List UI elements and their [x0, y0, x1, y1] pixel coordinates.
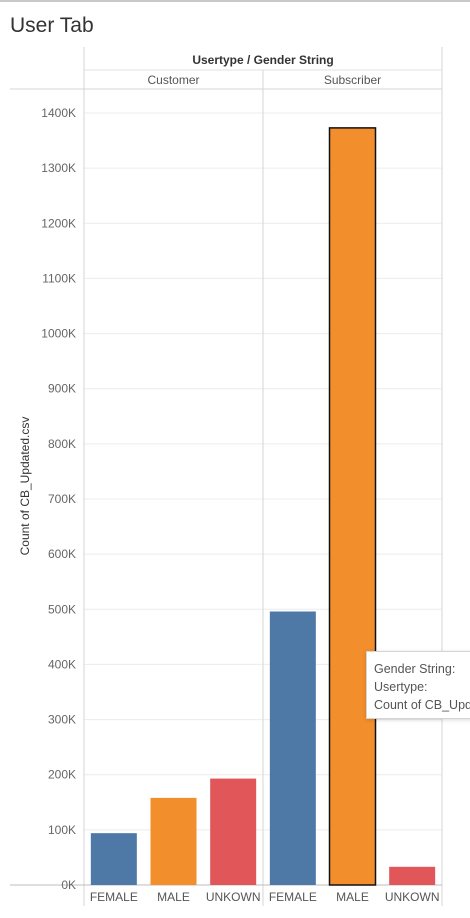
y-tick-label: 800K: [48, 437, 76, 451]
y-tick-label: 100K: [48, 823, 76, 837]
bar-customer-male[interactable]: [150, 797, 197, 885]
bar-subscriber-male[interactable]: [328, 127, 377, 886]
header-title: Usertype / Gender String: [192, 53, 333, 67]
y-tick-label: 500K: [48, 602, 76, 616]
y-tick-label: 400K: [48, 657, 76, 671]
x-tick-label: UNKOWN: [206, 890, 261, 904]
y-tick-label: 700K: [48, 492, 76, 506]
x-tick-label: MALE: [157, 890, 190, 904]
y-tick-label: 1200K: [41, 216, 76, 230]
y-tick-label: 300K: [48, 713, 76, 727]
x-tick-label: FEMALE: [90, 890, 138, 904]
y-tick-label: 1400K: [41, 106, 76, 120]
y-tick-label: 1100K: [42, 271, 76, 285]
tooltip-gender: Gender String:: [374, 662, 456, 676]
pane-header-subscriber: Subscriber: [324, 73, 381, 87]
bar-subscriber-unkown[interactable]: [389, 866, 436, 885]
y-tick-label: 0K: [61, 878, 76, 892]
y-axis-label: Count of CB_Updated.csv: [18, 417, 32, 556]
top-divider: [0, 0, 470, 2]
bar-customer-female[interactable]: [90, 833, 137, 885]
bar-customer-unkown[interactable]: [210, 778, 257, 885]
y-tick-label: 200K: [48, 768, 76, 782]
pane-header-customer: Customer: [147, 73, 199, 87]
tooltip-count: Count of CB_Updated.csv: [374, 698, 470, 712]
bar-subscriber-female[interactable]: [269, 611, 316, 885]
x-tick-label: MALE: [336, 890, 369, 904]
tooltip-usertype: Usertype:: [374, 680, 428, 694]
x-tick-label: FEMALE: [269, 890, 317, 904]
y-tick-label: 1300K: [41, 161, 76, 175]
y-tick-label: 900K: [48, 382, 76, 396]
tooltip: Gender String: Usertype: Count of CB_Upd…: [366, 651, 470, 719]
page-title: User Tab: [10, 14, 94, 37]
x-tick-label: UNKOWN: [385, 890, 440, 904]
y-tick-label: 1000K: [41, 327, 76, 341]
y-tick-label: 600K: [48, 547, 76, 561]
